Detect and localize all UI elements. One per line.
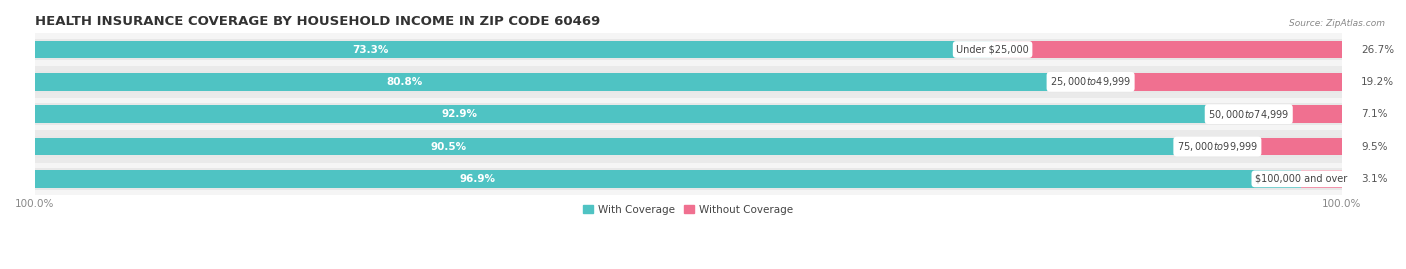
Text: 90.5%: 90.5% (430, 141, 467, 151)
Bar (35, 73, 1091, 91)
Text: 96.9%: 96.9% (460, 174, 496, 184)
Text: 26.7%: 26.7% (1361, 44, 1395, 55)
Bar (35, 130, 1341, 163)
Bar (1249, 105, 1341, 123)
Bar (35, 163, 1341, 195)
Text: 7.1%: 7.1% (1361, 109, 1388, 119)
Text: HEALTH INSURANCE COVERAGE BY HOUSEHOLD INCOME IN ZIP CODE 60469: HEALTH INSURANCE COVERAGE BY HOUSEHOLD I… (35, 15, 600, 28)
Bar (35, 136, 1341, 158)
Text: 92.9%: 92.9% (441, 109, 478, 119)
Text: Under $25,000: Under $25,000 (956, 44, 1029, 55)
Bar (35, 98, 1341, 130)
Text: $50,000 to $74,999: $50,000 to $74,999 (1208, 108, 1289, 121)
Bar (1301, 170, 1341, 188)
Bar (35, 71, 1341, 93)
Bar (35, 38, 1341, 61)
Text: 19.2%: 19.2% (1361, 77, 1395, 87)
Bar (35, 168, 1341, 190)
Bar (35, 138, 1218, 155)
Bar (35, 105, 1249, 123)
Text: 80.8%: 80.8% (387, 77, 422, 87)
Bar (35, 103, 1341, 125)
Bar (1218, 138, 1341, 155)
Legend: With Coverage, Without Coverage: With Coverage, Without Coverage (579, 201, 797, 219)
Text: $75,000 to $99,999: $75,000 to $99,999 (1177, 140, 1258, 153)
Bar (35, 41, 993, 58)
Text: $100,000 and over: $100,000 and over (1256, 174, 1347, 184)
Bar (35, 33, 1341, 66)
Text: 9.5%: 9.5% (1361, 141, 1388, 151)
Bar (1091, 73, 1341, 91)
Text: 73.3%: 73.3% (352, 44, 388, 55)
Text: Source: ZipAtlas.com: Source: ZipAtlas.com (1289, 19, 1385, 28)
Bar (35, 170, 1301, 188)
Text: $25,000 to $49,999: $25,000 to $49,999 (1050, 75, 1132, 88)
Bar (993, 41, 1341, 58)
Text: 3.1%: 3.1% (1361, 174, 1388, 184)
Bar (35, 66, 1341, 98)
